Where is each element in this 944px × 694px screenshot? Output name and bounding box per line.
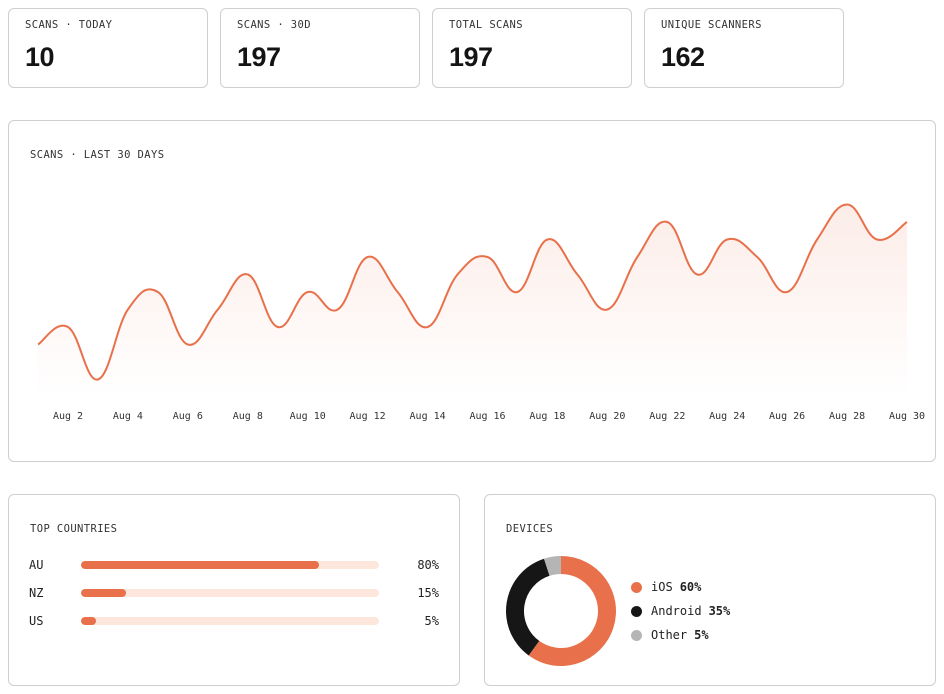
x-tick-label: Aug 8 <box>233 411 263 422</box>
data-point <box>815 238 819 242</box>
country-code: US <box>29 614 44 628</box>
stat-value: 162 <box>661 42 705 72</box>
data-point <box>605 308 609 312</box>
x-tick-label: Aug 2 <box>53 411 83 422</box>
data-point <box>545 238 549 242</box>
data-point <box>156 290 160 294</box>
data-point <box>785 290 789 294</box>
legend-label: Other <box>651 628 688 642</box>
countries-title: TOP COUNTRIES <box>30 523 118 535</box>
data-point <box>725 238 729 242</box>
legend-item-android: Android 35% <box>631 604 730 618</box>
data-point <box>276 325 280 329</box>
data-point <box>396 290 400 294</box>
donut-slice-other <box>544 556 561 576</box>
devices-card: DEVICES iOS 60% Android 35% Other 5% <box>484 494 936 686</box>
legend-dot-ios <box>631 581 642 593</box>
country-bar-track <box>81 561 379 569</box>
chart-title: SCANS · LAST 30 DAYS <box>30 149 165 161</box>
data-point <box>186 343 190 347</box>
data-point <box>575 273 579 277</box>
country-bar-fill <box>81 561 320 569</box>
x-tick-label: Aug 20 <box>589 411 625 422</box>
legend-percent: 60% <box>679 580 702 594</box>
legend-dot-other <box>631 629 642 641</box>
legend-percent: 5% <box>694 628 709 642</box>
devices-donut-chart <box>506 556 616 666</box>
stat-label: SCANS · 30D <box>237 19 311 31</box>
data-point <box>486 255 490 259</box>
stat-value: 197 <box>449 42 493 72</box>
data-point <box>66 325 70 329</box>
scans-line-chart: Aug 2 Aug 4 Aug 6 Aug 8 Aug 10 Aug 12 Aug 14 Au… <box>36 203 925 422</box>
scans-chart-card: SCANS · LAST 30 DAYS Aug 2 Aug 4 Aug 6 Aug … <box>8 120 936 462</box>
country-percent: 15% <box>417 586 439 600</box>
devices-title: DEVICES <box>506 523 554 535</box>
data-point <box>126 308 130 312</box>
top-countries-card: TOP COUNTRIES AU 80% NZ 15% US 5% <box>8 494 460 686</box>
donut-slice-android <box>506 558 550 656</box>
x-tick-label: Aug 28 <box>829 411 865 422</box>
data-point <box>695 273 699 277</box>
legend-item-other: Other 5% <box>631 628 709 642</box>
series-line <box>37 203 908 381</box>
stat-value: 197 <box>237 42 281 72</box>
x-tick-label: Aug 22 <box>649 411 685 422</box>
data-point <box>635 255 639 259</box>
x-tick-label: Aug 12 <box>350 411 386 422</box>
x-tick-label: Aug 4 <box>113 411 143 422</box>
country-bar-track <box>81 589 379 597</box>
country-code: NZ <box>29 586 44 600</box>
data-point <box>36 343 40 347</box>
data-point <box>216 308 220 312</box>
legend-item-ios: iOS 60% <box>631 580 701 594</box>
stat-card-total-scans: TOTAL SCANS 197 <box>432 8 632 88</box>
country-bar-fill <box>81 589 126 597</box>
country-bar-fill <box>81 617 96 625</box>
stat-label: UNIQUE SCANNERS <box>661 19 762 31</box>
x-tick-label: Aug 18 <box>529 411 565 422</box>
x-tick-label: Aug 24 <box>709 411 745 422</box>
data-point <box>515 290 519 294</box>
data-point <box>875 238 879 242</box>
country-percent: 80% <box>417 558 439 572</box>
data-point <box>306 290 310 294</box>
country-percent: 5% <box>424 614 439 628</box>
data-point <box>246 273 250 277</box>
data-point <box>845 203 849 207</box>
legend-dot-android <box>631 605 642 617</box>
data-point <box>665 220 669 224</box>
data-point <box>366 255 370 259</box>
x-tick-label: Aug 10 <box>290 411 326 422</box>
stat-card-scans-30d: SCANS · 30D 197 <box>220 8 420 88</box>
stat-label: TOTAL SCANS <box>449 19 523 31</box>
country-bar-track <box>81 617 379 625</box>
legend-label: iOS <box>651 580 673 594</box>
data-point <box>426 325 430 329</box>
data-point <box>336 308 340 312</box>
x-tick-label: Aug 6 <box>173 411 203 422</box>
x-tick-label: Aug 30 <box>889 411 925 422</box>
legend-percent: 35% <box>708 604 731 618</box>
donut-slice-ios <box>528 556 616 666</box>
stat-card-unique-scanners: UNIQUE SCANNERS 162 <box>644 8 844 88</box>
data-point <box>755 255 759 259</box>
data-point <box>96 378 100 382</box>
country-code: AU <box>29 558 44 572</box>
data-point <box>456 273 460 277</box>
data-point <box>905 220 909 224</box>
stat-value: 10 <box>25 42 55 72</box>
legend-label: Android <box>651 604 702 618</box>
x-tick-label: Aug 14 <box>410 411 446 422</box>
stat-label: SCANS · TODAY <box>25 19 113 31</box>
stat-card-scans-today: SCANS · TODAY 10 <box>8 8 208 88</box>
chart-area-fill <box>38 204 907 397</box>
x-tick-label: Aug 26 <box>769 411 805 422</box>
x-tick-label: Aug 16 <box>469 411 505 422</box>
